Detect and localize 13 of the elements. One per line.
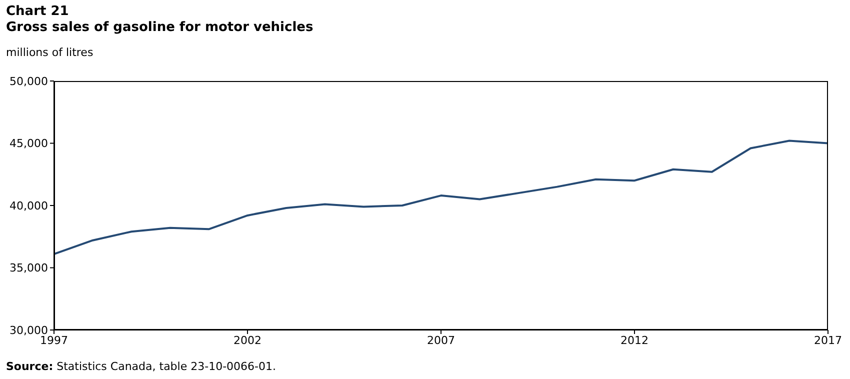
chart-subtitle: Gross sales of gasoline for motor vehicles [6,20,314,35]
y-tick-label: 35,000 [10,262,48,275]
line-series [54,140,828,256]
x-tick-label: 2007 [427,334,455,347]
source-note: Source: Statistics Canada, table 23-10-0066-01. [6,360,276,373]
x-tick-label: 2002 [234,334,262,347]
x-tick-label: 2017 [814,334,842,347]
y-axis-title: millions of litres [6,46,94,59]
y-tick-label: 40,000 [10,199,48,212]
y-tick-label: 50,000 [10,74,48,88]
x-tick-label: 2012 [620,334,648,347]
y-tick-label: 45,000 [10,137,48,150]
chart-title: Chart 21 [6,4,69,19]
